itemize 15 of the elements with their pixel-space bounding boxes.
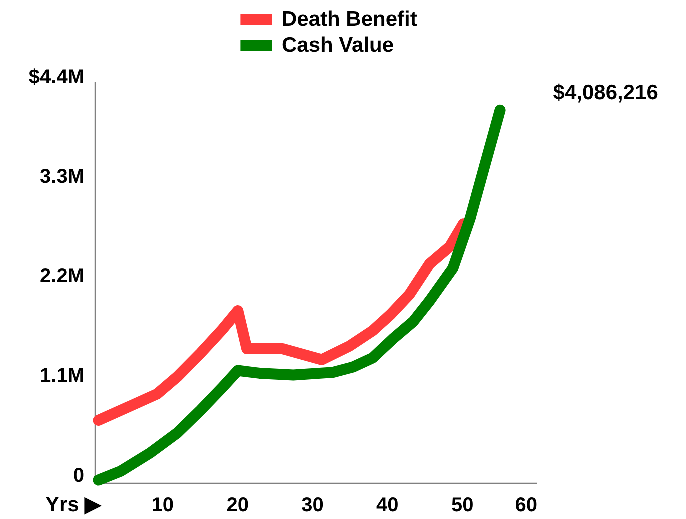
y-tick-label: 0 xyxy=(73,464,84,487)
x-tick-label: 20 xyxy=(226,494,249,516)
y-tick-label: 2.2M xyxy=(40,266,84,288)
x-tick-label: 10 xyxy=(152,494,174,516)
y-tick-label: 3.3M xyxy=(40,166,84,188)
y-tick-label: $4.4M xyxy=(28,66,84,88)
annotation: $4,086,216 xyxy=(553,81,658,104)
x-tick-label: 50 xyxy=(451,494,474,516)
legend-label: Death Benefit xyxy=(282,8,418,31)
legend-label: Cash Value xyxy=(282,34,394,57)
x-tick-label: 60 xyxy=(515,494,538,516)
x-tick-label: 30 xyxy=(302,494,324,516)
y-tick-label: 1.1M xyxy=(40,365,84,388)
x-tick-label: 40 xyxy=(376,494,399,516)
x-axis-title: Yrs ▶ xyxy=(46,494,102,516)
